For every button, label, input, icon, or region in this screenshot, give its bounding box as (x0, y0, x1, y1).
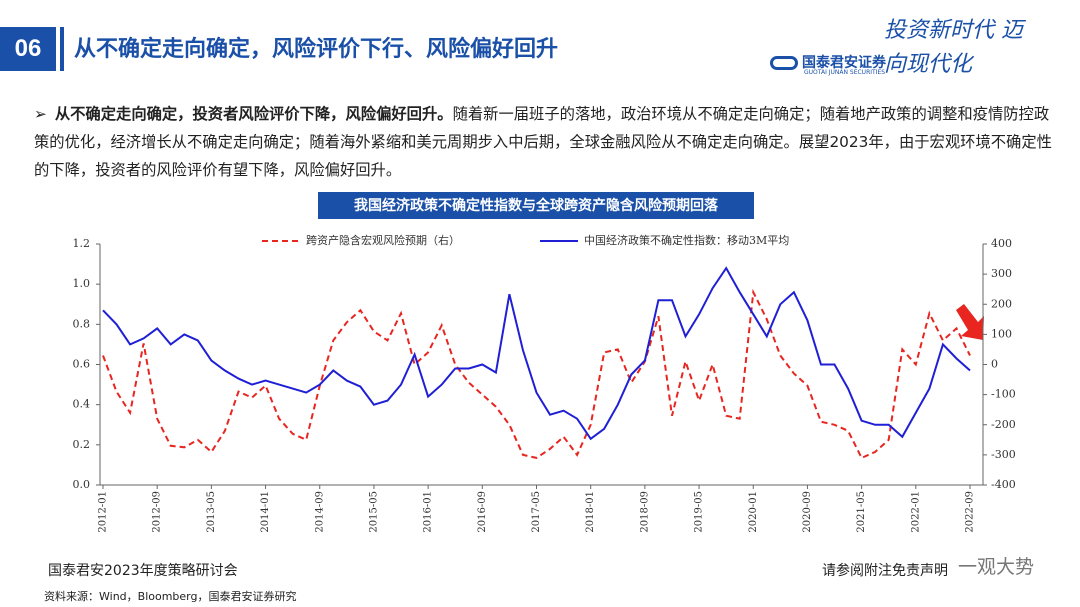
x-tick-label: 2022-09 (965, 491, 976, 533)
y2-tick-label: 200 (991, 297, 1012, 310)
y2-tick-label: -300 (991, 448, 1016, 461)
x-tick-label: 2014-09 (314, 491, 325, 533)
y-tick-label: 0.4 (73, 398, 91, 411)
series-line (102, 288, 971, 460)
footer-source: 资料来源：Wind，Bloomberg，国泰君安证券研究 (44, 590, 297, 603)
slide-title: 从不确定走向确定，风险评价下行、风险偏好回升 (74, 37, 559, 62)
y-tick-label: 0.8 (73, 317, 91, 330)
y2-tick-label: -100 (991, 388, 1016, 401)
slogan: 投资新时代 迈向现代化 (884, 18, 1023, 77)
y2-tick-label: 300 (991, 267, 1012, 280)
y2-tick-label: 100 (991, 327, 1012, 340)
x-tick-label: 2016-01 (423, 491, 434, 533)
x-tick-label: 2017-05 (531, 491, 542, 533)
divider (60, 27, 64, 71)
legend-label: 中国经济政策不确定性指数：移动3M平均 (584, 233, 789, 247)
bullet: ➢ 从不确定走向确定，投资者风险评价下降，风险偏好回升。随着新一届班子的落地，政治… (34, 100, 1064, 184)
logo: 国泰君安证券 (770, 52, 886, 72)
x-tick-label: 2012-09 (152, 491, 163, 533)
chart-title: 我国经济政策不确定性指数与全球跨资产隐含风险预期回落 (354, 197, 719, 214)
x-tick-label: 2020-09 (802, 491, 813, 533)
x-tick-label: 2013-05 (206, 491, 217, 533)
x-tick-label: 2021-05 (856, 491, 867, 533)
x-tick-label: 2018-09 (639, 491, 650, 533)
footer-disclaimer: 请参阅附注免责声明 (822, 563, 948, 579)
chart-title-bg (318, 192, 754, 219)
y-tick-label: 0.0 (73, 478, 91, 491)
x-tick-label: 2012-01 (98, 491, 109, 533)
x-tick-label: 2020-01 (748, 491, 759, 533)
bullet-text: 随着新一届班子的落地，政治环境从不确定走向确定；随着地产政策的调整和疫情防控政策… (34, 105, 1052, 179)
bullet-lead: 从不确定走向确定，投资者风险评价下降，风险偏好回升。 (54, 105, 453, 123)
y2-tick-label: 0 (991, 358, 998, 371)
x-tick-label: 2022-01 (910, 491, 921, 533)
watermark: 一观大势 (958, 556, 1035, 578)
logo-text: 国泰君安证券 (802, 55, 886, 71)
arrow (956, 304, 984, 340)
y2-tick-label: 400 (991, 237, 1012, 250)
x-tick-label: 2018-01 (585, 491, 596, 533)
footer-event: 国泰君安2023年度策略研讨会 (48, 563, 238, 579)
x-tick-label: 2014-01 (260, 491, 271, 533)
y-tick-label: 0.2 (73, 438, 91, 451)
section-number: 06 (0, 27, 56, 71)
bullet-icon: ➢ (34, 105, 47, 123)
y2-tick-label: -400 (991, 478, 1016, 491)
logo-icon (770, 56, 798, 70)
y-tick-label: 1.0 (73, 277, 91, 290)
logo-en: GUOTAI JUNAN SECURITIES (804, 69, 886, 76)
x-tick-label: 2016-09 (477, 491, 488, 533)
series-line (102, 266, 971, 441)
y-tick-label: 0.6 (73, 358, 91, 371)
legend-label: 跨资产隐含宏观风险预期（右） (306, 233, 460, 247)
x-tick-label: 2015-05 (368, 491, 379, 533)
y-tick-label: 1.2 (73, 237, 91, 250)
y2-tick-label: -200 (991, 418, 1016, 431)
x-tick-label: 2019-05 (694, 491, 705, 533)
